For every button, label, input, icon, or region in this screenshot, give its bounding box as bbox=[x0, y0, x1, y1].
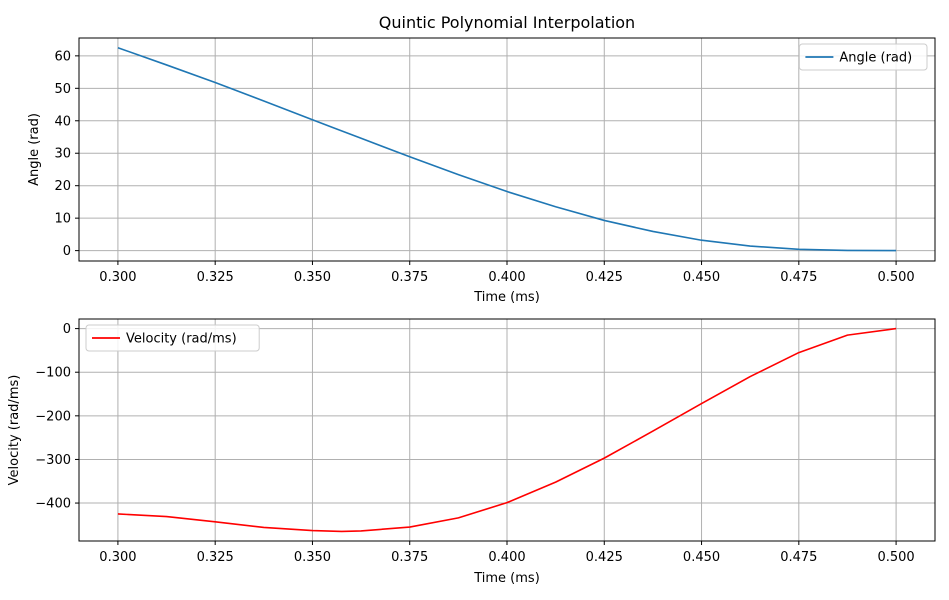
x-tick-label: 0.325 bbox=[197, 550, 234, 565]
y-tick-label: 50 bbox=[54, 82, 71, 97]
x-axis-label: Time (ms) bbox=[473, 571, 540, 586]
x-tick-label: 0.300 bbox=[99, 270, 136, 285]
x-tick-label: 0.375 bbox=[391, 550, 428, 565]
legend: Angle (rad) bbox=[798, 43, 928, 71]
x-tick-label: 0.475 bbox=[780, 270, 817, 285]
series-line bbox=[117, 327, 897, 533]
legend: Velocity (rad/ms) bbox=[85, 324, 260, 352]
legend-label: Velocity (rad/ms) bbox=[126, 332, 237, 347]
legend-box bbox=[798, 43, 928, 71]
x-tick-label: 0.350 bbox=[294, 270, 331, 285]
x-tick-label: 0.425 bbox=[586, 270, 623, 285]
x-tick-label: 0.400 bbox=[488, 550, 525, 565]
x-tick-label: 0.475 bbox=[780, 550, 817, 565]
y-tick-label: 10 bbox=[54, 212, 71, 227]
x-tick-label: 0.300 bbox=[99, 550, 136, 565]
x-tick-label: 0.375 bbox=[391, 270, 428, 285]
x-axis-label: Time (ms) bbox=[473, 290, 540, 305]
x-tick-label: 0.325 bbox=[197, 270, 234, 285]
y-tick-label: −100 bbox=[35, 366, 71, 381]
series-line bbox=[117, 46, 897, 252]
x-tick-label: 0.500 bbox=[877, 550, 914, 565]
y-tick-label: 20 bbox=[54, 179, 71, 194]
x-tick-label: 0.450 bbox=[683, 550, 720, 565]
x-tick-label: 0.450 bbox=[683, 270, 720, 285]
y-tick-label: −400 bbox=[35, 497, 71, 512]
y-tick-label: 0 bbox=[63, 322, 71, 337]
x-tick-label: 0.350 bbox=[294, 550, 331, 565]
y-tick-label: 40 bbox=[54, 114, 71, 129]
y-tick-label: 30 bbox=[54, 147, 71, 162]
legend-label: Angle (rad) bbox=[839, 51, 912, 66]
chart-title: Quintic Polynomial Interpolation bbox=[379, 13, 635, 32]
y-tick-label: 0 bbox=[63, 244, 71, 259]
x-tick-label: 0.400 bbox=[488, 270, 525, 285]
subplot-2: 0.300 0.325 0.350 0.375 0.400 0.425 0.450 0.475… bbox=[7, 318, 936, 586]
x-tick-label: 0.425 bbox=[586, 550, 623, 565]
legend-box bbox=[85, 324, 260, 352]
y-axis-label: Angle (rad) bbox=[27, 113, 42, 186]
axes-frame bbox=[78, 37, 936, 262]
y-tick-label: −200 bbox=[35, 409, 71, 424]
y-axis-label: Velocity (rad/ms) bbox=[7, 375, 22, 486]
y-tick-label: 60 bbox=[54, 49, 71, 64]
subplot-1: 0.300 0.325 0.350 0.375 0.400 0.425 0.450 0.475… bbox=[27, 13, 936, 305]
axes-frame bbox=[78, 318, 936, 542]
x-tick-label: 0.500 bbox=[877, 270, 914, 285]
y-tick-label: −300 bbox=[35, 453, 71, 468]
